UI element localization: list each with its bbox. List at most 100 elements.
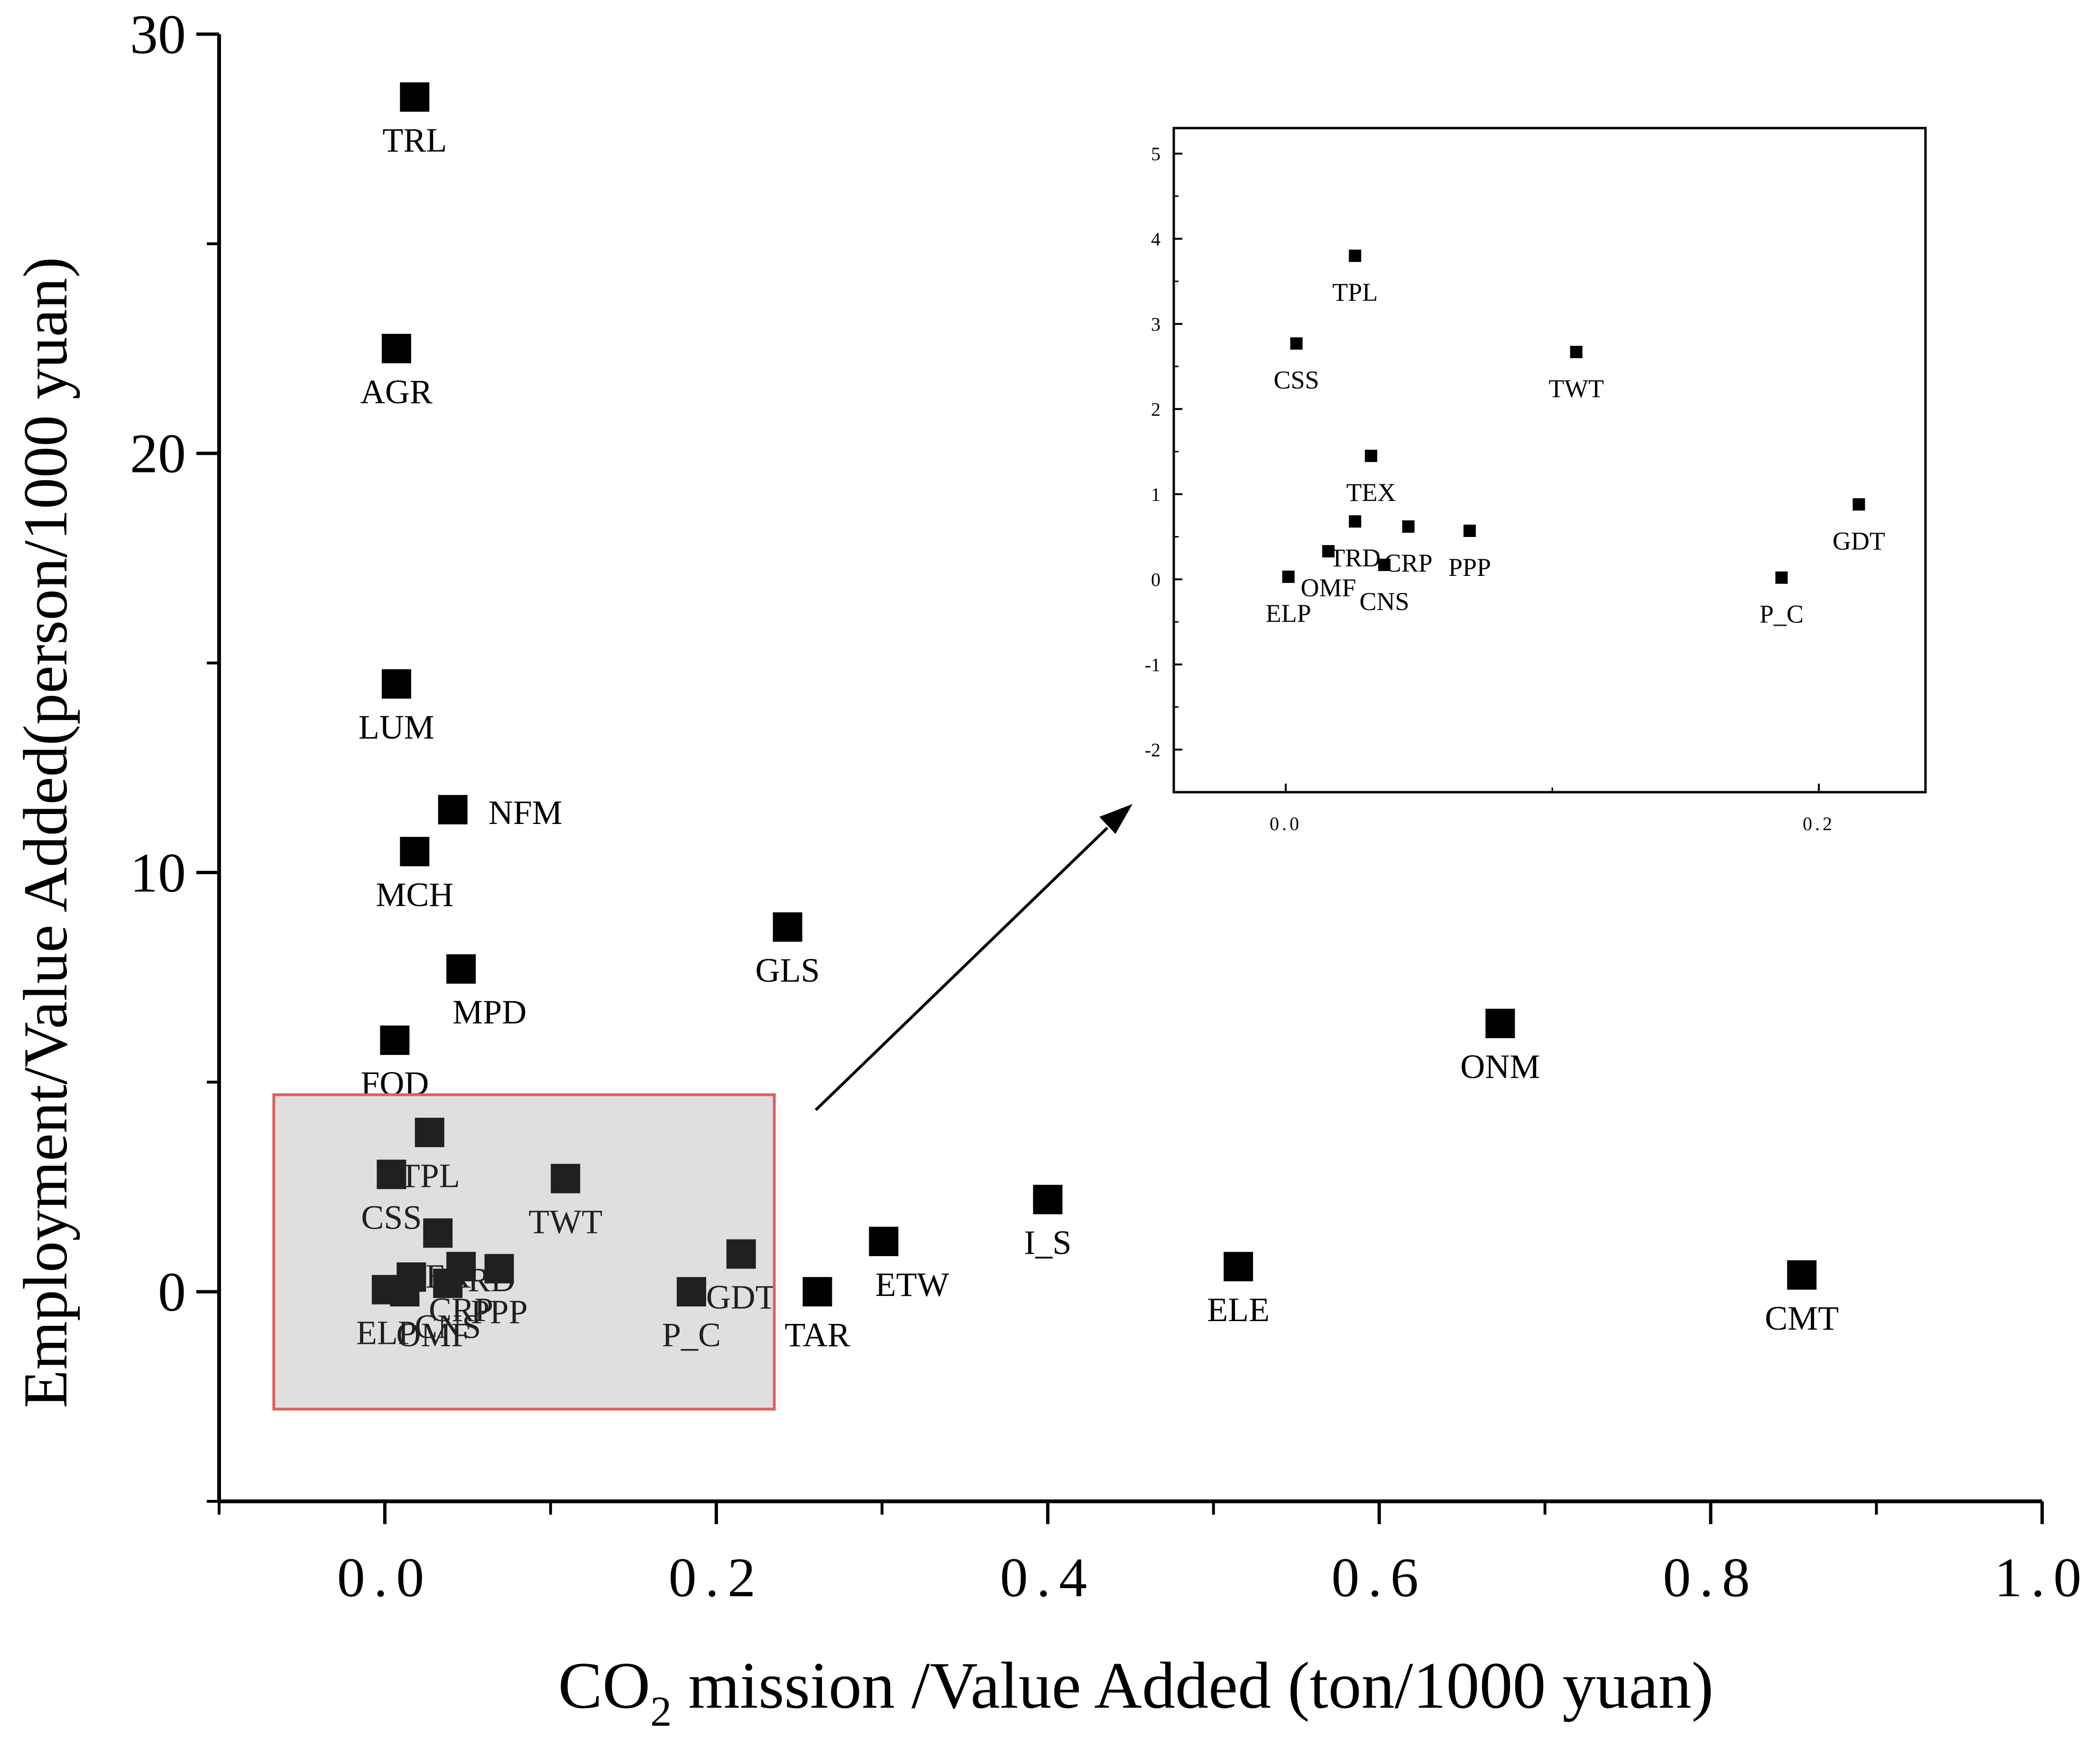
data-label-onm: ONM bbox=[1460, 1048, 1540, 1086]
inset-y-tick-label: 0 bbox=[1151, 569, 1161, 590]
inset-x-tick-label: 0.2 bbox=[1803, 813, 1835, 834]
inset-points: TPL CSS TWT TEX GDT TRD CRP PPP OMF CNS ELP P_C bbox=[1266, 250, 1885, 629]
data-point-ppp bbox=[484, 1254, 514, 1284]
data-point-agr bbox=[381, 333, 411, 363]
x-axis-title-subscript: 2 bbox=[650, 1688, 672, 1735]
data-point-tex bbox=[423, 1218, 453, 1248]
inset-point-css bbox=[1290, 337, 1303, 350]
data-label-elp: ELP bbox=[356, 1314, 417, 1352]
x-tick-label: 0.2 bbox=[669, 1546, 764, 1609]
data-label-lum: LUM bbox=[359, 708, 434, 746]
data-point-lum bbox=[381, 669, 411, 699]
inset-y-tick-label: -2 bbox=[1145, 739, 1161, 760]
inset-point-gdt bbox=[1852, 498, 1865, 511]
data-label-nfm: NFM bbox=[488, 794, 562, 832]
inset-point-ppp bbox=[1463, 524, 1476, 537]
data-point-etw bbox=[869, 1227, 899, 1257]
inset-x-tick-label: 0.0 bbox=[1270, 813, 1302, 834]
inset-y-tick-label: 4 bbox=[1151, 228, 1161, 250]
data-label-i_s: I_S bbox=[1024, 1224, 1071, 1262]
data-point-onm bbox=[1485, 1008, 1515, 1038]
y-axis-ticks: 0 10 20 30 bbox=[130, 3, 219, 1503]
x-tick-label: 1.0 bbox=[1994, 1546, 2090, 1609]
inset-point-trd bbox=[1349, 515, 1362, 528]
x-tick-label: 0.4 bbox=[1000, 1546, 1096, 1609]
data-label-tar: TAR bbox=[784, 1316, 850, 1354]
data-point-cmt bbox=[1787, 1260, 1817, 1290]
inset-label-p_c: P_C bbox=[1759, 600, 1804, 629]
inset-label-elp: ELP bbox=[1266, 599, 1311, 628]
inset-point-tpl bbox=[1349, 250, 1362, 262]
inset-point-omf bbox=[1322, 545, 1335, 558]
data-label-mch: MCH bbox=[376, 876, 453, 914]
data-point-gdt bbox=[726, 1239, 756, 1269]
main-plot: TRLAGRLUMNFMMCHGLSMPDFODONMTPLCSSTWTI_ST… bbox=[10, 3, 2090, 1735]
y-tick-label: 10 bbox=[130, 842, 186, 904]
data-point-fod bbox=[380, 1025, 410, 1055]
data-label-gdt: GDT bbox=[706, 1278, 776, 1316]
data-label-twt: TWT bbox=[528, 1203, 602, 1241]
inset-y-tick-label: -1 bbox=[1145, 654, 1161, 675]
data-point-twt bbox=[551, 1164, 580, 1193]
inset-label-tex: TEX bbox=[1346, 478, 1396, 507]
data-point-mpd bbox=[446, 954, 476, 984]
data-point-mch bbox=[400, 837, 430, 867]
inset-label-twt: TWT bbox=[1548, 374, 1604, 403]
data-label-etw: ETW bbox=[875, 1266, 949, 1304]
inset-y-axis-ticks: -2 -1 0 1 2 3 4 5 bbox=[1145, 143, 1182, 793]
inset-point-tex bbox=[1364, 450, 1377, 462]
data-point-tpl bbox=[414, 1118, 444, 1147]
x-tick-label: 0.8 bbox=[1663, 1546, 1759, 1609]
data-point-css bbox=[377, 1159, 406, 1189]
inset-y-tick-label: 1 bbox=[1151, 484, 1161, 505]
y-tick-label: 0 bbox=[158, 1261, 186, 1323]
x-axis-title-rest: mission /Value Added (ton/1000 yuan) bbox=[672, 1649, 1713, 1722]
x-axis-title: CO2 mission /Value Added (ton/1000 yuan) bbox=[558, 1649, 1714, 1735]
inset-y-tick-label: 5 bbox=[1151, 143, 1161, 165]
data-label-tpl: TPL bbox=[399, 1156, 460, 1194]
data-label-gls: GLS bbox=[755, 951, 820, 989]
data-label-p_c: P_C bbox=[662, 1316, 721, 1354]
data-point-cns bbox=[433, 1268, 463, 1298]
inset-label-tpl: TPL bbox=[1332, 278, 1378, 306]
data-label-agr: AGR bbox=[360, 373, 433, 411]
data-label-ppp: PPP bbox=[471, 1293, 528, 1331]
inset-x-axis-ticks: 0.0 0.2 bbox=[1270, 784, 1835, 834]
data-point-i_s bbox=[1033, 1184, 1063, 1214]
data-point-gls bbox=[773, 912, 802, 942]
inset-label-css: CSS bbox=[1273, 366, 1319, 394]
inset-point-elp bbox=[1282, 570, 1295, 583]
zoom-arrow bbox=[814, 804, 1133, 1111]
data-label-mpd: MPD bbox=[452, 993, 526, 1031]
data-point-ele bbox=[1224, 1252, 1253, 1282]
inset-frame bbox=[1172, 127, 1927, 794]
x-tick-label: 0.0 bbox=[337, 1546, 433, 1609]
inset-point-cns bbox=[1378, 558, 1391, 571]
inset-label-trd: TRD bbox=[1329, 544, 1381, 572]
x-axis-title-co: CO bbox=[558, 1649, 650, 1722]
x-tick-label: 0.6 bbox=[1331, 1546, 1427, 1609]
data-label-css: CSS bbox=[361, 1199, 422, 1237]
inset-label-omf: OMF bbox=[1300, 574, 1356, 602]
inset-point-crp bbox=[1402, 520, 1415, 533]
zoom-arrow-line bbox=[814, 826, 1109, 1111]
data-point-p_c bbox=[676, 1277, 706, 1307]
inset-label-ppp: PPP bbox=[1448, 553, 1491, 582]
x-axis-ticks: 0.0 0.2 0.4 0.6 0.8 1.0 bbox=[218, 1501, 2090, 1609]
data-point-nfm bbox=[438, 795, 468, 824]
inset-y-tick-label: 3 bbox=[1151, 314, 1161, 335]
y-axis-title: Employment/Value Added(person/1000 yuan) bbox=[10, 257, 80, 1408]
data-point-omf bbox=[390, 1277, 420, 1307]
data-label-cmt: CMT bbox=[1765, 1299, 1839, 1337]
y-tick-label: 20 bbox=[130, 423, 186, 485]
zoom-arrow-head bbox=[1099, 804, 1133, 834]
inset-point-p_c bbox=[1775, 571, 1788, 584]
data-point-tar bbox=[802, 1277, 832, 1307]
inset-point-twt bbox=[1570, 346, 1583, 359]
data-label-omf: OMF bbox=[396, 1316, 470, 1354]
main-points: TRLAGRLUMNFMMCHGLSMPDFODONMTPLCSSTWTI_ST… bbox=[356, 82, 1839, 1354]
data-label-cns: CNS bbox=[414, 1307, 481, 1345]
